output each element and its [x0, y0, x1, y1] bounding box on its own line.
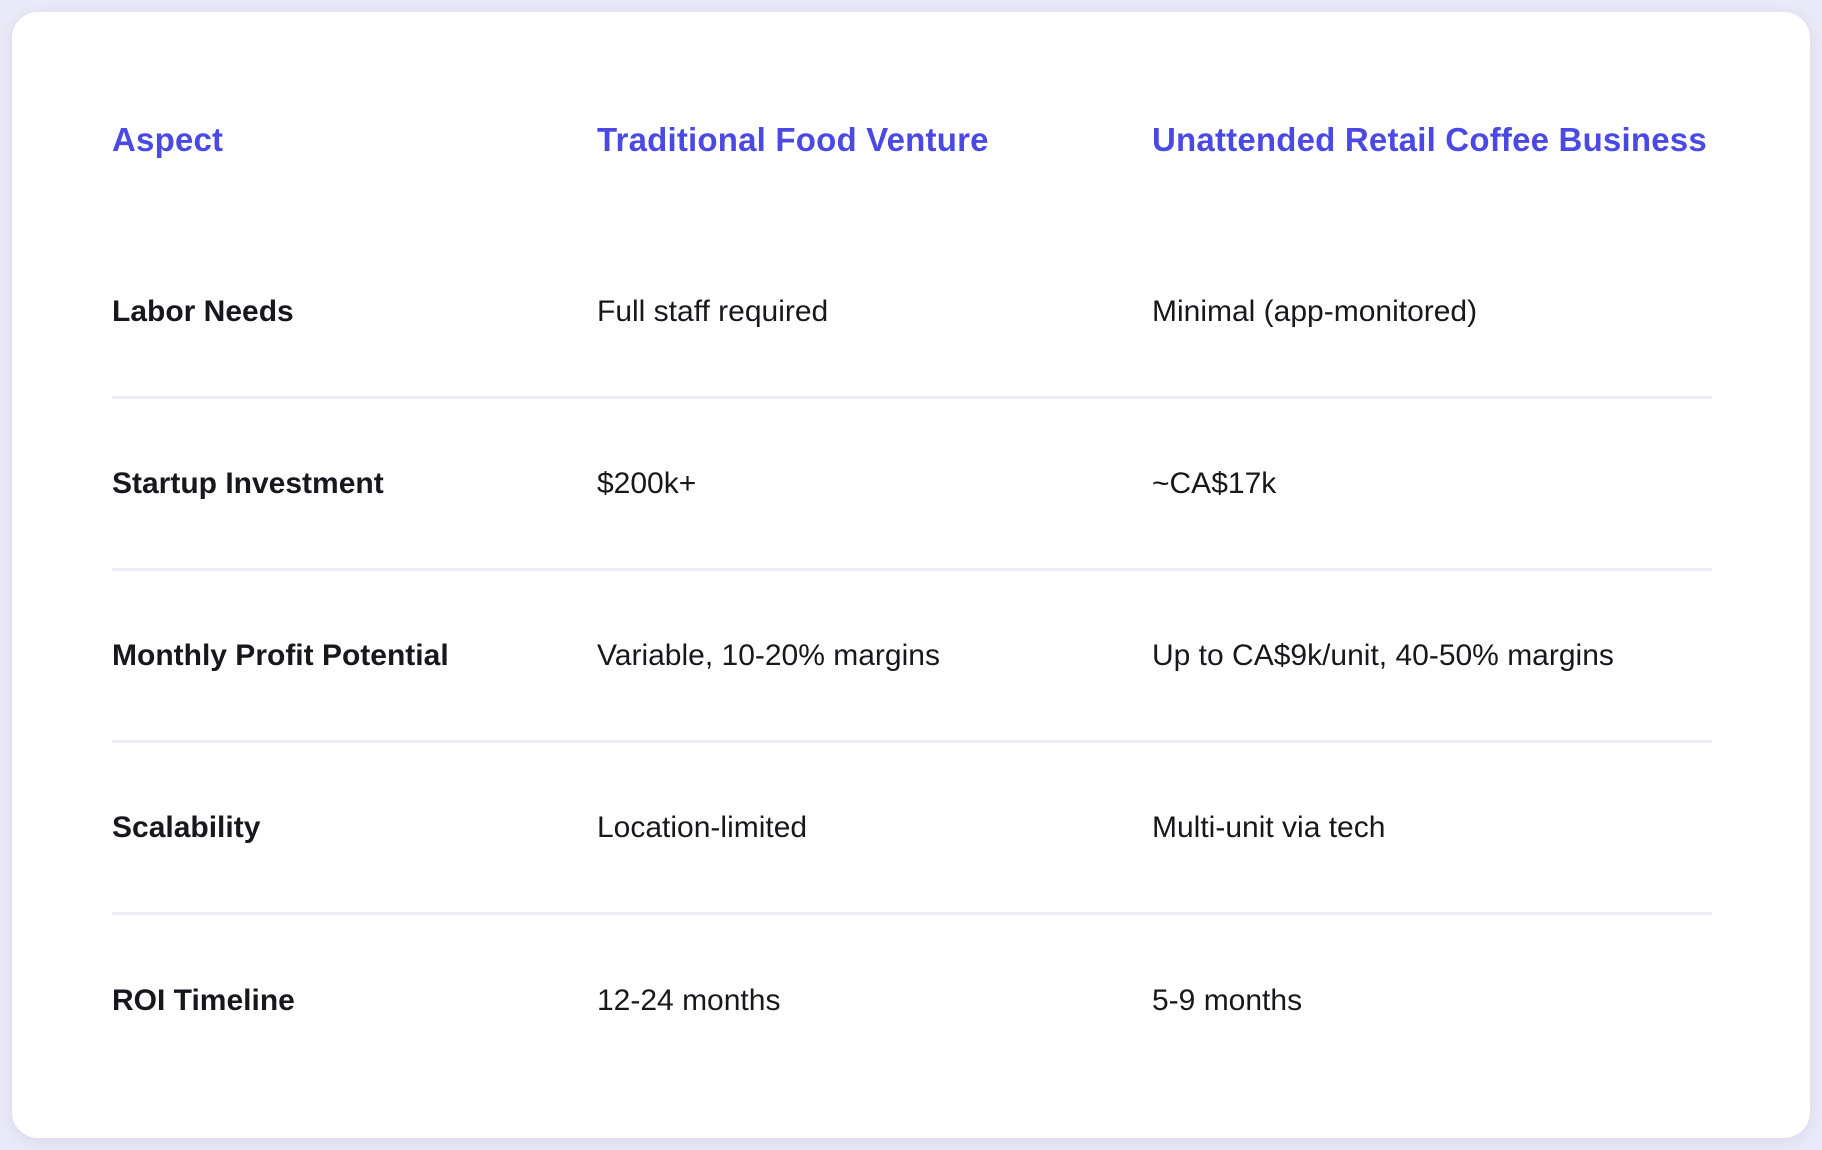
table-row-scalability: Scalability Location-limited Multi-unit …: [112, 743, 1712, 915]
table-row-startup-investment: Startup Investment $200k+ ~CA$17k: [112, 399, 1712, 571]
column-header-unattended-retail-coffee-business: Unattended Retail Coffee Business: [1152, 120, 1707, 158]
cell-unattended: Minimal (app-monitored): [1152, 294, 1478, 328]
table-row-roi-timeline: ROI Timeline 12-24 months 5-9 months: [112, 915, 1712, 1087]
cell-traditional: $200k+: [597, 466, 697, 500]
cell-traditional: Variable, 10-20% margins: [597, 638, 940, 672]
row-label: Labor Needs: [112, 294, 294, 328]
table-header-row: Aspect Traditional Food Venture Unattend…: [112, 12, 1712, 227]
cell-unattended: 5-9 months: [1152, 984, 1303, 1017]
cell-traditional: Full staff required: [597, 294, 829, 328]
table-row-labor-needs: Labor Needs Full staff required Minimal …: [112, 227, 1712, 399]
cell-unattended: Up to CA$9k/unit, 40-50% margins: [1152, 638, 1614, 672]
cell-unattended: ~CA$17k: [1152, 466, 1277, 500]
comparison-table-card: Aspect Traditional Food Venture Unattend…: [12, 12, 1810, 1138]
row-label: Monthly Profit Potential: [112, 638, 449, 672]
column-header-traditional-food-venture: Traditional Food Venture: [597, 120, 989, 158]
cell-unattended: Multi-unit via tech: [1152, 810, 1386, 844]
row-label: Scalability: [112, 810, 261, 844]
table-row-monthly-profit-potential: Monthly Profit Potential Variable, 10-20…: [112, 571, 1712, 743]
column-header-aspect: Aspect: [112, 120, 224, 158]
cell-traditional: Location-limited: [597, 810, 808, 844]
row-label: ROI Timeline: [112, 984, 295, 1017]
cell-traditional: 12-24 months: [597, 984, 781, 1017]
row-label: Startup Investment: [112, 466, 384, 500]
